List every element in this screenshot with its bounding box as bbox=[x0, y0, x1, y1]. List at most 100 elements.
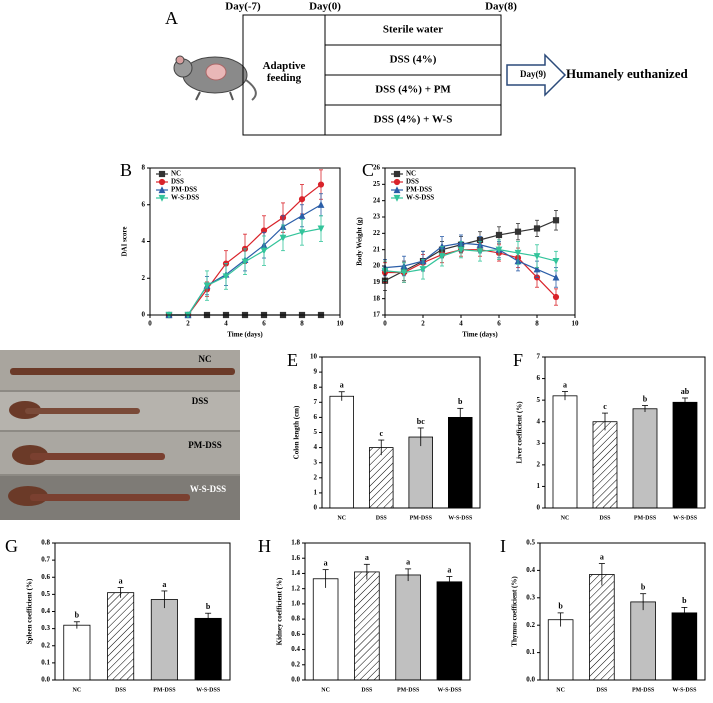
marker bbox=[552, 258, 560, 265]
y-tick-label: 8 bbox=[314, 383, 318, 391]
y-tick-label: 4 bbox=[537, 417, 541, 425]
panel-letter: I bbox=[500, 536, 506, 556]
colon-label: W-S-DSS bbox=[190, 484, 226, 494]
group-label: Sterile water bbox=[383, 24, 443, 36]
y-tick-label: 10 bbox=[310, 353, 318, 361]
colon-label: DSS bbox=[192, 396, 209, 406]
significance-letter: ab bbox=[681, 387, 690, 396]
plot-frame bbox=[321, 356, 481, 509]
y-tick-label: 2 bbox=[142, 274, 146, 282]
y-tick-label: 0.4 bbox=[41, 607, 50, 615]
y-tick-label: 3 bbox=[537, 439, 541, 447]
colon-label: PM-DSS bbox=[188, 440, 222, 450]
x-tick-label: PM-DSS bbox=[410, 515, 433, 521]
y-tick-label: 1.8 bbox=[291, 539, 300, 547]
day-label: Day(8) bbox=[485, 1, 517, 13]
panel-letter: G bbox=[5, 536, 18, 556]
x-tick-label: DSS bbox=[596, 687, 608, 693]
bar bbox=[107, 592, 135, 681]
y-tick-label: 0.4 bbox=[291, 645, 300, 653]
bar bbox=[395, 574, 421, 681]
y-tick-label: 25 bbox=[373, 180, 381, 188]
bar bbox=[63, 624, 91, 681]
marker bbox=[317, 225, 325, 233]
y-tick-label: 18 bbox=[373, 294, 381, 302]
panel-letter: F bbox=[513, 350, 523, 370]
x-tick-label: DSS bbox=[599, 515, 611, 521]
arrow-label: Day(9) bbox=[520, 69, 546, 79]
x-tick-label: PM-DSS bbox=[634, 515, 657, 521]
chart: I 0.0 0.1 0.2 0.3 0.4 0.5 Thymus coefficient (%… bbox=[500, 536, 706, 693]
x-tick-label: NC bbox=[337, 515, 346, 521]
y-tick-label: 1 bbox=[537, 482, 541, 490]
panel-letter: B bbox=[120, 160, 132, 180]
y-tick-label: 1.0 bbox=[291, 599, 300, 607]
significance-letter: c bbox=[603, 402, 607, 411]
marker bbox=[533, 253, 541, 260]
y-tick-label: 0.3 bbox=[41, 624, 50, 632]
bar bbox=[436, 581, 463, 681]
marker bbox=[298, 212, 306, 219]
bar bbox=[589, 574, 615, 681]
legend-label: NC bbox=[406, 170, 416, 178]
x-tick-label: 8 bbox=[300, 320, 304, 328]
significance-letter: bc bbox=[417, 417, 425, 426]
bar bbox=[408, 436, 433, 509]
y-tick-label: 0.1 bbox=[41, 658, 50, 666]
plot-frame bbox=[149, 167, 341, 316]
marker bbox=[317, 201, 325, 208]
significance-letter: b bbox=[206, 602, 211, 611]
panel-letter: A bbox=[165, 8, 178, 28]
y-tick-label: 9 bbox=[314, 368, 318, 376]
series-line bbox=[384, 249, 557, 274]
significance-letter: a bbox=[119, 576, 123, 585]
y-tick-label: 1.2 bbox=[291, 584, 300, 592]
day-label: Day(-7) bbox=[225, 1, 261, 13]
significance-letter: a bbox=[340, 381, 344, 390]
significance-letter: b bbox=[641, 583, 646, 592]
y-axis-label: Spleen coefficient (%) bbox=[26, 578, 34, 644]
panel-a: A Day(-7) Day(0) Day(8) Adaptive feeding… bbox=[165, 1, 688, 136]
significance-letter: a bbox=[600, 552, 604, 561]
y-tick-label: 5 bbox=[314, 428, 318, 436]
x-tick-label: 4 bbox=[459, 320, 463, 328]
bar bbox=[592, 421, 618, 509]
y-tick-label: 6 bbox=[314, 413, 318, 421]
significance-letter: b bbox=[643, 394, 648, 403]
y-axis-label: Body Weight (g) bbox=[356, 217, 364, 266]
y-axis-label: Kidney coefficient (%) bbox=[276, 577, 284, 645]
x-tick-label: 10 bbox=[572, 320, 580, 328]
x-tick-label: 2 bbox=[421, 320, 425, 328]
colon bbox=[30, 453, 165, 460]
significance-letter: a bbox=[563, 380, 567, 389]
x-tick-label: W-S-DSS bbox=[196, 687, 221, 693]
y-tick-label: 3 bbox=[314, 458, 318, 466]
y-tick-label: 0.3 bbox=[526, 593, 535, 601]
y-tick-label: 0.2 bbox=[291, 660, 300, 668]
marker bbox=[552, 217, 560, 224]
marker bbox=[158, 194, 166, 202]
x-tick-label: 0 bbox=[148, 320, 152, 328]
y-tick-label: 0.0 bbox=[41, 676, 50, 684]
colon bbox=[30, 494, 190, 501]
adaptive-feeding: Adaptive feeding bbox=[262, 60, 306, 84]
y-tick-label: 0.4 bbox=[526, 566, 535, 574]
y-tick-label: 1 bbox=[314, 489, 318, 497]
bar bbox=[630, 601, 656, 681]
significance-letter: a bbox=[162, 580, 166, 589]
x-tick-label: W-S-DSS bbox=[672, 687, 697, 693]
y-tick-label: 1.4 bbox=[291, 569, 300, 577]
bar bbox=[312, 578, 339, 681]
y-tick-label: 19 bbox=[373, 278, 381, 286]
group-label: DSS (4%) + W-S bbox=[374, 114, 453, 126]
marker bbox=[552, 293, 560, 301]
legend-label: PM-DSS bbox=[171, 186, 197, 194]
y-tick-label: 0.5 bbox=[526, 539, 535, 547]
y-tick-label: 20 bbox=[373, 262, 381, 270]
y-tick-label: 24 bbox=[373, 196, 381, 204]
plot-frame bbox=[304, 542, 471, 681]
y-tick-label: 0 bbox=[537, 504, 541, 512]
x-tick-label: PM-DSS bbox=[153, 687, 176, 693]
y-tick-label: 0.8 bbox=[291, 615, 300, 623]
x-tick-label: W-S-DSS bbox=[673, 515, 698, 521]
